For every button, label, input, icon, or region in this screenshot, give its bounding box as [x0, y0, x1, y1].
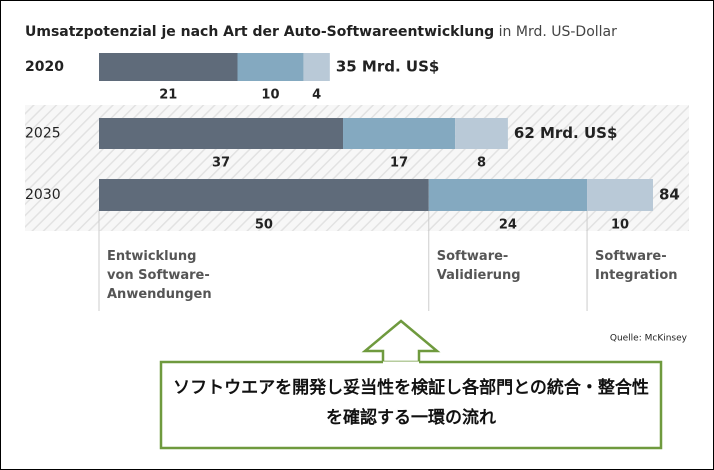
bar-segment [237, 53, 304, 81]
source: Quelle: McKinsey [610, 334, 688, 344]
total-label: 62 Mrd. US$ [514, 124, 618, 142]
callout-text: ソフトウエアを開発し妥当性を検証し各部門との統合・整合性を確認する一環の流れ [173, 378, 649, 427]
value-label: 37 [212, 156, 230, 171]
row-label: 2030 [25, 187, 61, 203]
value-label: 10 [261, 88, 279, 103]
row-label: 2025 [25, 126, 61, 142]
category-label: Software-Validierung [436, 249, 521, 283]
bar-segment [455, 118, 508, 149]
bar-segment [343, 118, 456, 149]
subtitle: in Mrd. US-Dollar [499, 24, 617, 40]
total-label: 84 [659, 186, 680, 204]
bar-segment [587, 179, 653, 211]
bar-segment [99, 179, 429, 211]
value-label: 8 [477, 156, 486, 171]
category-label: Software-Integration [595, 249, 678, 283]
value-label: 10 [611, 218, 629, 233]
bar-segment [99, 53, 238, 81]
value-label: 24 [499, 218, 517, 233]
total-label: 35 Mrd. US$ [336, 58, 440, 76]
bar-segment [303, 53, 330, 81]
value-label: 50 [255, 218, 273, 233]
category-label: Entwicklung von Software-Anwendungen [107, 249, 212, 302]
bar-segment [99, 118, 344, 149]
bar-segment [428, 179, 588, 211]
title: Umsatzpotenzial je nach Art der Auto-Sof… [25, 24, 494, 40]
value-label: 4 [312, 88, 321, 103]
value-label: 17 [390, 156, 408, 171]
callout-arrow [361, 319, 441, 365]
row-label: 2020 [25, 59, 64, 75]
chart-title: Umsatzpotenzial je nach Art der Auto-Sof… [25, 24, 617, 40]
value-label: 21 [159, 88, 177, 103]
